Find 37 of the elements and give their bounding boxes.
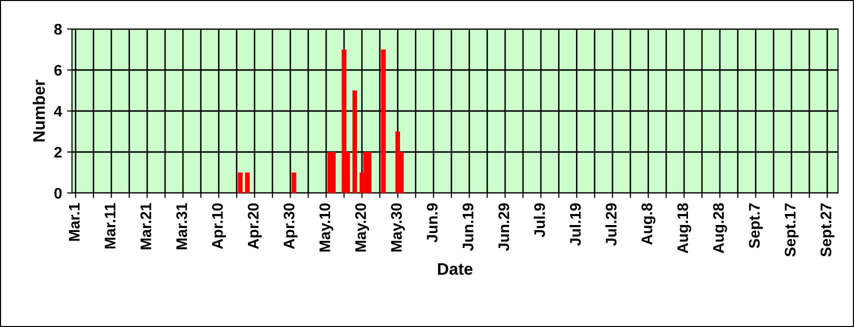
bar bbox=[352, 90, 358, 193]
x-tick-label: Jun.19 bbox=[462, 203, 474, 251]
y-tick-label: 8 bbox=[54, 24, 62, 35]
x-tick-label: Sept.27 bbox=[820, 203, 834, 257]
x-tick-label: May.20 bbox=[355, 203, 370, 252]
bar bbox=[342, 50, 346, 193]
y-axis-title: Number bbox=[32, 80, 45, 142]
x-tick-label: Mar.31 bbox=[176, 203, 188, 250]
x-tick-label: Jul.9 bbox=[534, 203, 546, 238]
x-tick-label: Mar.11 bbox=[104, 203, 116, 248]
bar bbox=[381, 50, 386, 193]
x-tick-label: Apr.30 bbox=[284, 203, 298, 250]
x-axis-title: Date bbox=[438, 263, 472, 275]
x-tick-label: Apr.10 bbox=[212, 203, 226, 250]
y-tick-label: 2 bbox=[54, 146, 62, 158]
y-tick-label: 6 bbox=[54, 64, 62, 76]
x-tick-label: May.30 bbox=[391, 203, 405, 252]
x-tick-label: Jul.29 bbox=[605, 203, 617, 246]
x-tick-label: Mar.1 bbox=[69, 203, 80, 241]
x-tick-label: May.10 bbox=[319, 203, 334, 252]
bar bbox=[366, 152, 372, 193]
x-tick-label: Jul.19 bbox=[570, 203, 581, 246]
x-tick-label: Apr.20 bbox=[248, 203, 262, 250]
bar bbox=[238, 172, 243, 193]
bar bbox=[292, 172, 296, 193]
x-tick-label: Sept.17 bbox=[784, 203, 799, 257]
x-tick-label: Mar.21 bbox=[140, 203, 152, 250]
x-tick-label: Jun.9 bbox=[426, 203, 438, 242]
x-tick-label: Jun.29 bbox=[498, 203, 510, 251]
bar bbox=[330, 152, 336, 193]
x-tick-label: Aug.28 bbox=[713, 203, 727, 254]
bar bbox=[245, 172, 250, 193]
x-tick-label: Aug.8 bbox=[642, 203, 656, 245]
y-tick-label: 4 bbox=[54, 106, 62, 117]
x-tick-label: Sept.7 bbox=[748, 203, 763, 248]
y-tick-label: 0 bbox=[54, 188, 62, 199]
x-tick-label: Aug.18 bbox=[677, 203, 692, 254]
